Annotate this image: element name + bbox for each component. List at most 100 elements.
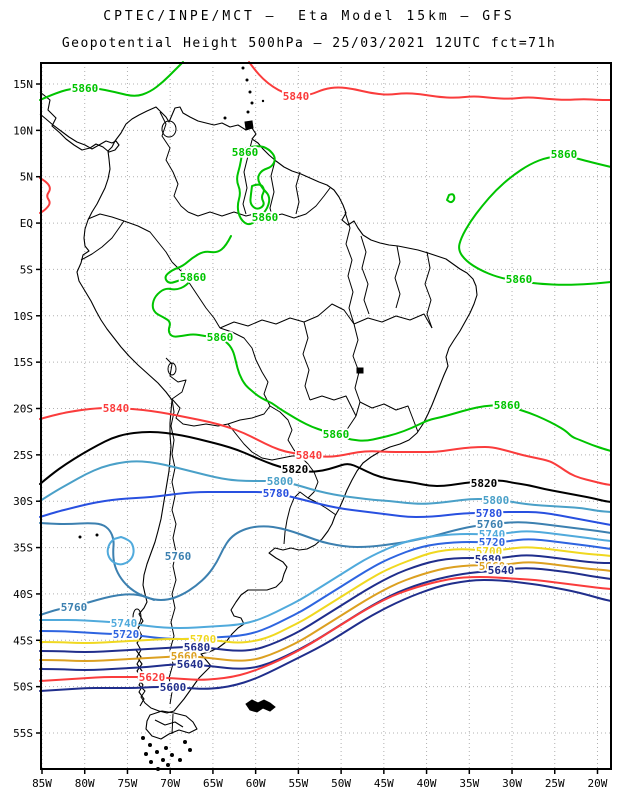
contour-line-5700: [39, 546, 612, 644]
grid-layer: [41, 63, 611, 769]
contour-label-5760: 5760: [477, 518, 504, 531]
contour-line-5760: [39, 593, 155, 616]
island-dot: [170, 753, 174, 757]
contour-label-5760: 5760: [61, 601, 88, 614]
country-border: [87, 213, 125, 222]
island-dot: [245, 78, 249, 82]
country-border: [242, 139, 253, 215]
contour-label-5620: 5620: [139, 671, 166, 684]
x-axis-tick-label: 70W: [160, 777, 180, 790]
contour-label-5860: 5860: [494, 399, 521, 412]
contour-label-5860: 5860: [252, 211, 279, 224]
island-dot: [250, 101, 254, 105]
x-axis-tick-label: 30W: [502, 777, 522, 790]
island-dot: [241, 66, 245, 70]
contour-line-5860: [446, 193, 456, 204]
country-border: [359, 401, 419, 433]
x-axis-tick-label: 60W: [246, 777, 266, 790]
contour-label-layer: 5860584058605860586058605860586058605860…: [59, 80, 579, 696]
contour-label-5600: 5600: [160, 681, 187, 694]
y-axis-tick-label: 50S: [13, 681, 33, 694]
contour-line-5860: [458, 155, 612, 286]
y-axis-tick-label: 15S: [13, 356, 33, 369]
contour-line-5740: [106, 536, 135, 566]
plot-frame: [40, 62, 612, 770]
contour-label-5720: 5720: [113, 628, 140, 641]
country-border: [269, 160, 276, 217]
country-border: [219, 327, 271, 407]
y-axis-tick-label: 30S: [13, 495, 33, 508]
contour-line-5840: [39, 407, 612, 486]
country-border: [344, 211, 355, 325]
island-dot: [178, 758, 182, 762]
country-border: [353, 313, 433, 329]
y-axis-tick-label: 10S: [13, 310, 33, 323]
y-axis-tick-label: 55S: [13, 727, 33, 740]
y-axis-tick-label: EQ: [20, 217, 33, 230]
chart-title: CPTEC/INPE/MCT — Eta Model 15km — GFS: [103, 9, 515, 24]
contour-label-5840: 5840: [103, 402, 130, 415]
island-dot: [248, 90, 252, 94]
y-axis-tick-label: 15N: [13, 78, 33, 91]
contour-label-5640: 5640: [488, 564, 515, 577]
contour-label-5680: 5680: [475, 553, 502, 566]
contour-line-5720: [39, 538, 612, 640]
island-dot: [261, 99, 265, 103]
country-border: [168, 398, 177, 705]
contour-label-5840: 5840: [283, 90, 310, 103]
contour-label-5740: 5740: [111, 617, 138, 630]
contour-label-5860: 5860: [232, 146, 259, 159]
contour-line-5860: [249, 183, 265, 210]
country-border: [309, 395, 357, 417]
y-axis-tick-label: 35S: [13, 542, 33, 555]
country-border: [159, 111, 189, 213]
contour-label-5840: 5840: [296, 449, 323, 462]
island-dot: [141, 736, 145, 740]
y-axis-tick-label: 5S: [20, 263, 33, 276]
contour-label-5800: 5800: [483, 494, 510, 507]
country-border: [360, 235, 370, 315]
country-border: [302, 321, 311, 401]
contour-line-5840: [39, 177, 51, 214]
island-dot: [246, 110, 250, 114]
contour-line-5860: [39, 61, 184, 101]
contour-line-5800: [39, 460, 612, 513]
country-border: [269, 405, 301, 457]
contour-label-5640: 5640: [177, 658, 204, 671]
contour-label-5760: 5760: [165, 550, 192, 563]
country-border: [187, 187, 331, 219]
contour-label-5680: 5680: [184, 641, 211, 654]
contour-label-5860: 5860: [506, 273, 533, 286]
country-border: [165, 357, 187, 400]
x-axis-tick-label: 35W: [459, 777, 479, 790]
contour-label-5860: 5860: [72, 82, 99, 95]
lake-outline: [161, 120, 177, 138]
country-border: [171, 713, 174, 735]
country-border: [227, 405, 271, 425]
contour-line-5760: [39, 521, 612, 601]
country-border: [80, 220, 125, 261]
x-axis-tick-label: 80W: [75, 777, 95, 790]
contour-label-5720: 5720: [479, 536, 506, 549]
country-border: [123, 220, 173, 263]
x-axis-tick-label: 75W: [118, 777, 138, 790]
x-axis-tick-label: 20W: [588, 777, 608, 790]
contour-label-5860: 5860: [180, 271, 207, 284]
country-border: [171, 398, 229, 427]
island: [245, 699, 276, 713]
axis-layer: 85W 80W 75W 70W 65W 60W 55W 50W 45W 40W 35W 30W 25W 2…: [13, 78, 608, 790]
contour-label-5820: 5820: [471, 477, 498, 490]
island-dot: [155, 750, 159, 754]
x-axis-tick-label: 50W: [331, 777, 351, 790]
island-dot: [78, 535, 82, 539]
contour-label-5740: 5740: [479, 528, 506, 541]
country-border: [394, 245, 401, 309]
x-axis-tick-label: 25W: [545, 777, 565, 790]
island-dot: [188, 748, 192, 752]
contour-label-5860: 5860: [323, 428, 350, 441]
coastline-layer: [39, 66, 478, 771]
contour-label-5860: 5860: [551, 148, 578, 161]
country-border: [219, 303, 355, 329]
contour-line-5740: [39, 530, 612, 629]
